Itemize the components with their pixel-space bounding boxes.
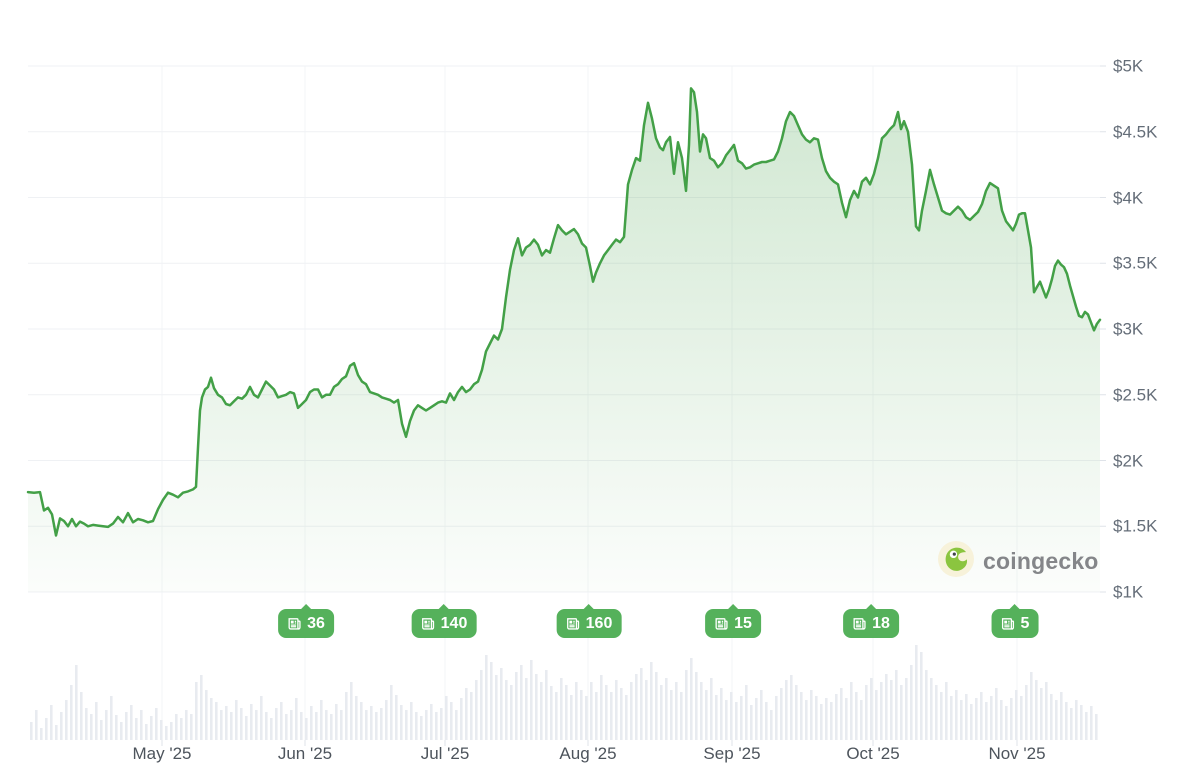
badge-caret <box>299 604 312 610</box>
news-badge[interactable]: 5 <box>991 604 1039 638</box>
news-badge-count: 18 <box>872 614 890 632</box>
badge-caret <box>864 604 877 610</box>
newspaper-icon <box>288 618 301 630</box>
x-axis-label: Aug '25 <box>559 744 617 763</box>
y-axis-label: $2.5K <box>1113 385 1158 405</box>
y-axis-label: $2K <box>1113 451 1144 470</box>
newspaper-icon <box>1001 618 1015 630</box>
volume-bars <box>30 645 1098 740</box>
newspaper-icon <box>567 618 580 630</box>
x-axis-label: Nov '25 <box>988 744 1046 763</box>
price-line <box>26 87 1102 537</box>
y-axis-label: $5K <box>1113 56 1144 76</box>
y-axis-label: $1K <box>1113 582 1144 602</box>
news-badge[interactable]: 36 <box>278 604 334 638</box>
newspaper-icon <box>853 618 866 630</box>
coingecko-watermark: coingecko <box>938 541 1099 582</box>
x-axis-label: Oct '25 <box>846 744 900 763</box>
coingecko-brand-text: coingecko <box>983 548 1099 574</box>
news-badge[interactable]: 18 <box>843 604 899 638</box>
newspaper-icon <box>715 618 728 630</box>
coingecko-gecko-icon <box>938 541 974 582</box>
y-axis-label: $4.5K <box>1113 122 1158 142</box>
newspaper-icon <box>422 618 435 630</box>
badge-caret <box>726 604 739 610</box>
news-badge-count: 140 <box>440 614 468 632</box>
news-badge-count: 5 <box>1020 614 1030 632</box>
y-axis-label: $3K <box>1113 319 1144 339</box>
news-badge-count: 36 <box>307 614 325 632</box>
y-axis-label: $1.5K <box>1113 516 1158 536</box>
badge-caret <box>437 604 450 610</box>
y-axis-label: $4K <box>1113 188 1144 207</box>
y-axis-label: $3.5K <box>1113 253 1158 273</box>
news-badge-count: 15 <box>734 614 752 632</box>
news-badge[interactable]: 160 <box>556 604 622 638</box>
news-badge[interactable]: 15 <box>705 604 761 638</box>
x-axis-label: Jun '25 <box>277 744 333 763</box>
badge-caret <box>1009 604 1021 610</box>
price-area-fill <box>28 88 1100 593</box>
x-axis-label: May '25 <box>132 744 192 763</box>
news-badge[interactable]: 140 <box>411 604 477 638</box>
news-badge-count: 160 <box>585 614 613 632</box>
badge-caret <box>582 604 595 610</box>
x-axis-label: Sep '25 <box>703 744 761 763</box>
x-axis-label: Jul '25 <box>420 744 470 763</box>
